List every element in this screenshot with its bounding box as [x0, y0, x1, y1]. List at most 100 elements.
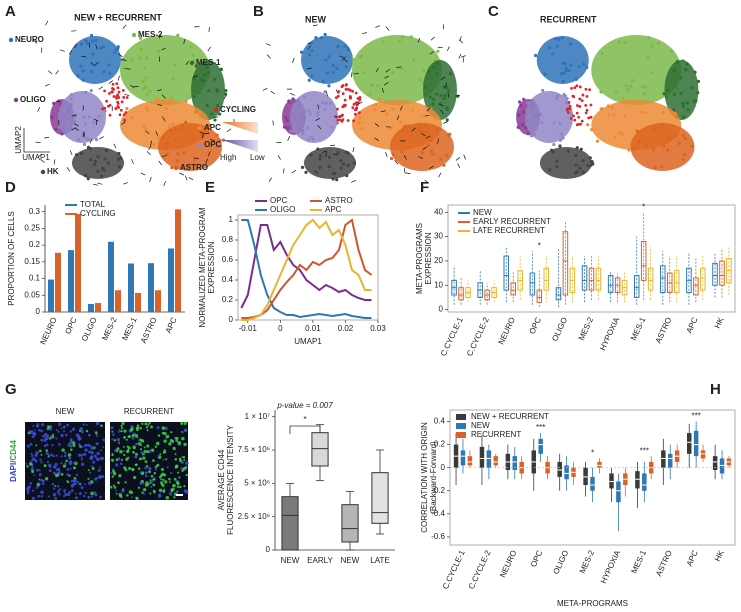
umap-point — [84, 174, 88, 178]
x-tick-label: MES-2 — [578, 548, 597, 574]
umap-point — [100, 166, 105, 170]
y-axis-label: EXPRESSION — [207, 241, 216, 293]
micrograph-cell — [126, 494, 129, 497]
umap-point — [618, 131, 622, 135]
umap-point — [179, 129, 183, 133]
micrograph-cell — [87, 469, 90, 471]
box — [538, 438, 543, 454]
micrograph-cell — [181, 436, 185, 441]
velocity-arrow — [183, 38, 186, 45]
panel-title: RECURRENT — [540, 14, 597, 24]
umap-point — [114, 48, 118, 52]
micrograph-cell — [32, 431, 37, 436]
umap-point — [352, 161, 357, 165]
micrograph-cell — [80, 458, 83, 461]
umap-point — [660, 122, 664, 126]
y-tick-label: 0.3 — [29, 207, 41, 216]
umap-point — [418, 130, 423, 134]
velocity-arrow — [68, 50, 73, 55]
velocity-arrow — [71, 30, 77, 32]
umap-point — [81, 78, 85, 82]
umap-point — [169, 96, 174, 101]
velocity-arrow — [447, 92, 450, 98]
x-axis-label: META-PROGRAMS — [557, 599, 628, 608]
box — [562, 231, 569, 296]
micrograph-cell — [52, 471, 56, 475]
cluster-dot — [189, 60, 195, 66]
umap-point — [311, 137, 315, 141]
umap-point — [521, 110, 526, 114]
umap-point — [578, 166, 582, 170]
micrograph-cell — [117, 481, 120, 485]
micrograph-cell — [25, 462, 28, 465]
micrograph-cell — [54, 496, 58, 500]
micrograph-cell — [145, 426, 149, 429]
umap-point — [635, 129, 639, 133]
bar — [68, 250, 74, 312]
micrograph-cell — [136, 428, 139, 432]
umap-point — [570, 86, 573, 90]
umap-plot — [32, 20, 235, 187]
cluster-dot — [197, 125, 203, 131]
umap-point — [110, 87, 114, 90]
velocity-arrow — [458, 53, 462, 59]
box — [486, 450, 492, 468]
micrograph-cell — [113, 439, 117, 442]
umap-point — [344, 87, 348, 91]
umap-point — [122, 67, 126, 71]
velocity-arrow — [325, 91, 328, 97]
umap-point — [122, 96, 126, 99]
micrograph-cell — [94, 431, 98, 435]
micrograph-cell — [119, 462, 123, 466]
umap-point — [617, 40, 621, 44]
velocity-arrow — [312, 24, 318, 27]
velocity-arrow — [342, 56, 346, 61]
velocity-arrow — [429, 51, 435, 55]
velocity-arrow — [317, 125, 322, 130]
velocity-arrow — [313, 170, 319, 174]
umap-point — [318, 157, 322, 161]
umap-point — [623, 41, 627, 45]
velocity-arrow — [266, 54, 271, 59]
umap-point — [171, 77, 175, 81]
bar — [115, 290, 121, 312]
umap-point — [610, 105, 614, 109]
micrograph-cell — [111, 453, 114, 457]
umap-point — [541, 88, 545, 93]
umap-point — [307, 78, 311, 82]
velocity-arrow — [179, 172, 185, 176]
micrograph-cell — [90, 495, 93, 498]
umap-point — [321, 79, 325, 84]
micrograph-cell — [80, 430, 84, 434]
micrograph-cell — [98, 475, 102, 479]
y-tick-label: -0.4 — [431, 509, 445, 518]
umap-point — [677, 141, 681, 146]
umap-point — [431, 152, 435, 156]
umap-point — [391, 152, 395, 157]
umap-point — [301, 108, 305, 112]
legend-label: OPC — [270, 196, 288, 205]
umap-point — [170, 122, 175, 126]
umap-point — [435, 92, 439, 96]
micrograph-cell — [60, 462, 63, 465]
umap-point — [318, 165, 322, 169]
umap-point — [103, 109, 107, 113]
micrograph-cell — [139, 481, 143, 485]
box — [458, 287, 464, 301]
umap-point — [84, 90, 88, 94]
velocity-arrow — [185, 60, 190, 66]
micrograph-cell — [175, 439, 178, 442]
umap-point — [97, 114, 101, 118]
micrograph-cell — [52, 487, 56, 490]
velocity-arrow — [403, 154, 407, 160]
velocity-arrow — [161, 155, 167, 157]
micrograph-cell — [52, 492, 57, 497]
micrograph-cell — [49, 427, 53, 431]
velocity-arrow — [113, 143, 117, 149]
micrograph-cell — [68, 474, 71, 477]
micrograph-cell — [46, 434, 50, 438]
micrograph-cell — [35, 451, 39, 455]
box — [595, 267, 602, 291]
micrograph-cell — [174, 457, 178, 461]
